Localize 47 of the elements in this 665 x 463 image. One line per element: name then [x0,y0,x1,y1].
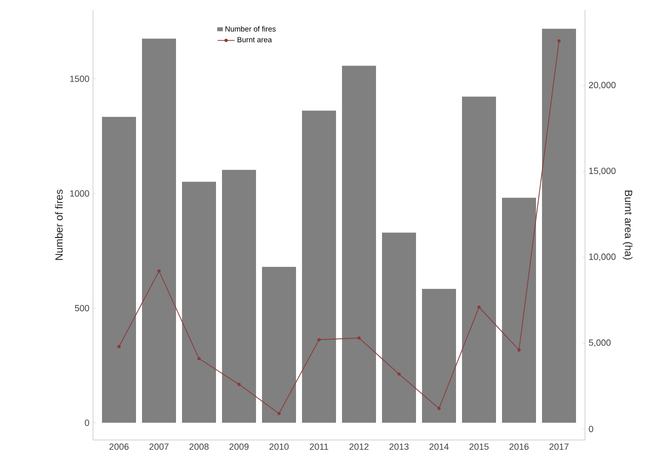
bar [382,232,416,423]
point [477,305,481,309]
y2-tick-label: 10,000 [589,254,616,261]
x-tick-label: 2015 [469,444,489,450]
bar [262,266,296,423]
x-tick-label: 2012 [349,444,369,450]
point [317,338,321,342]
y-axis-title: Number of fires [55,190,63,260]
y-tick-label: 1500 [70,76,90,82]
bar [462,96,496,423]
point [157,269,161,273]
x-tick-label: 2014 [429,444,449,450]
point [437,406,441,410]
bar [502,198,536,423]
point [397,372,401,376]
y-tick-label: 0 [84,420,90,426]
bar [182,182,216,423]
bar [542,28,576,423]
x-tick-label: 2007 [149,444,169,450]
point [357,336,361,340]
y2-tick-label: 15,000 [589,168,616,176]
bar [422,288,456,423]
x-tick-label: 2009 [229,444,249,450]
point [517,348,521,352]
y2-tick-label: 5,000 [588,339,611,347]
x-tick-label: 2013 [389,444,409,450]
x-tick-label: 2011 [310,444,328,450]
y2-tick-label: 0 [588,426,594,432]
y-tick-label: 1000 [70,190,90,197]
y2-tick-label: 20,000 [588,82,616,90]
x-tick-label: 2016 [509,444,529,450]
point [237,382,241,386]
x-tick-label: 2017 [549,444,569,450]
y-tick-label: 500 [74,304,90,312]
bar [222,170,256,423]
x-tick-label: 2008 [189,444,209,450]
point [117,344,121,348]
point [557,39,561,42]
bar [302,110,336,423]
bar [142,38,176,423]
point [197,356,201,360]
bar [102,116,136,423]
y2-axis-title: Burnt area (ha) [622,190,633,260]
point [277,412,281,416]
bar [342,66,376,423]
x-tick-label: 2006 [109,444,129,450]
x-tick-label: 2010 [269,444,289,450]
